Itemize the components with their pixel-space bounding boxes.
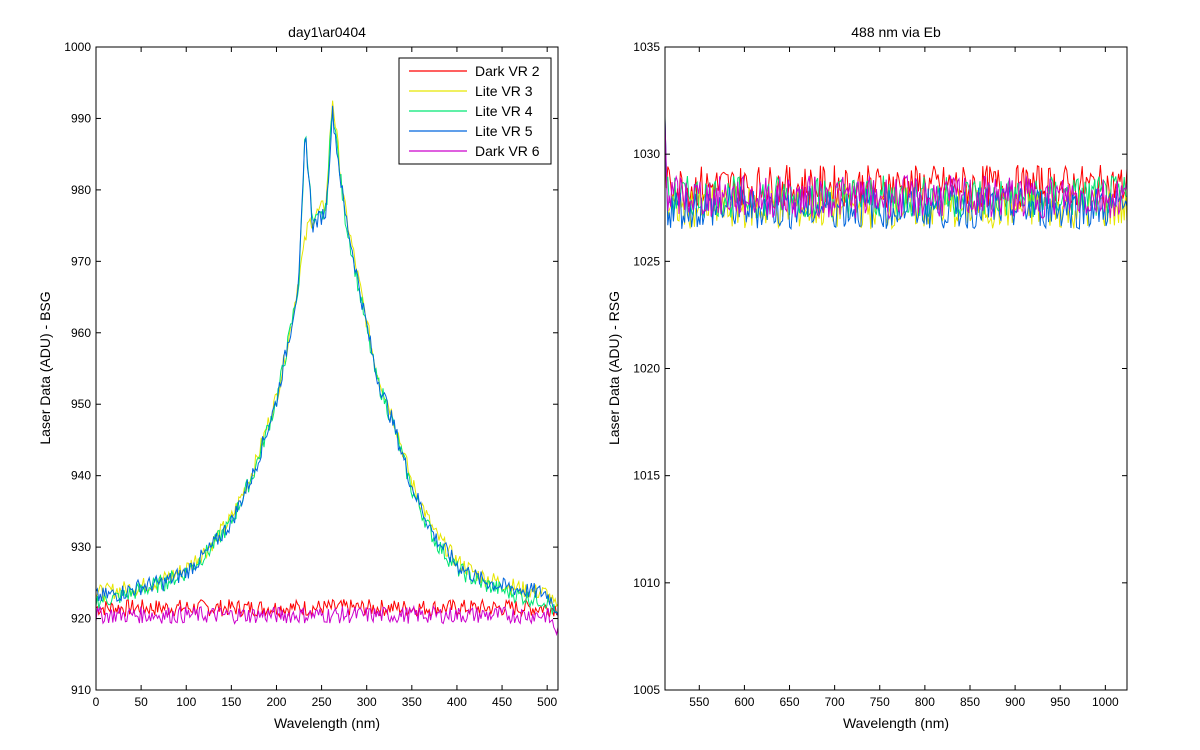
left-chart-y-tick-label: 970 [71,254,91,268]
left-chart-y-tick-label: 1000 [64,40,91,54]
right-chart-x-tick-label: 850 [960,695,980,709]
left-chart-legend: Dark VR 2 Lite VR 3 Lite VR 4 Lite VR 5 Dark… [398,57,552,165]
right-chart-xlabel: Wavelength (nm) [843,715,949,731]
left-chart-series-line [95,100,559,608]
left-chart-x-tick-label: 500 [537,695,557,709]
right-chart-y-tick-label: 1020 [633,362,660,376]
left-chart-x-tick-label: 250 [312,695,332,709]
right-chart-y-tick-label: 1035 [633,40,660,54]
right-chart-x-tick-label: 650 [780,695,800,709]
left-chart-x-tick-label: 50 [134,695,148,709]
right-chart-y-tick-label: 1005 [633,683,660,697]
right-chart-x-tick-label: 700 [825,695,845,709]
left-chart-legend-entry: Lite VR 3 [475,83,533,99]
right-chart-y-tick-label: 1030 [633,147,660,161]
left-chart-y-tick-label: 920 [71,612,91,626]
right-chart-x-tick-label: 750 [870,695,890,709]
right-chart-x-tick-label: 1000 [1092,695,1119,709]
left-chart-legend-entry: Dark VR 6 [475,143,540,159]
right-chart-x-tick-label: 600 [734,695,754,709]
left-chart-y-tick-label: 940 [71,469,91,483]
left-chart-legend-entry: Dark VR 2 [475,63,540,79]
left-chart-legend-entry: Lite VR 5 [475,123,533,139]
left-chart-legend-entry: Lite VR 4 [475,103,533,119]
left-chart-x-tick-label: 450 [492,695,512,709]
left-chart-x-tick-label: 350 [402,695,422,709]
left-chart-y-tick-label: 960 [71,326,91,340]
right-chart-x-tick-label: 550 [689,695,709,709]
right-chart-title: 488 nm via Eb [851,24,941,40]
right-chart-x-tick-label: 800 [915,695,935,709]
left-chart-y-tick-label: 980 [71,183,91,197]
right-chart-plot-area: 550 600 650 700 750 800 850 900 950 1000 1005 1010 1… [633,40,1128,709]
left-chart-x-tick-label: 100 [176,695,196,709]
left-chart: day1\ar0404 Wavelength (nm) Laser Data (… [37,24,559,731]
left-chart-series-line [95,113,559,616]
left-chart-series-line [95,604,559,637]
right-chart-series-line [664,118,1128,221]
right-chart-x-tick-label: 950 [1050,695,1070,709]
left-chart-axes-box [95,46,559,691]
left-chart-plot-area: 0 50 100 150 200 250 300 350 400 450 500 910 920 930 9… [64,40,559,709]
right-chart-y-tick-label: 1010 [633,576,660,590]
left-chart-series-line [95,105,559,617]
left-chart-x-tick-label: 400 [447,695,467,709]
right-chart-y-tick-label: 1025 [633,254,660,268]
right-chart-series-line [664,148,1128,231]
left-chart-title: day1\ar0404 [288,24,366,40]
left-chart-y-tick-label: 910 [71,683,91,697]
right-chart-ylabel: Laser Data (ADU) - RSG [606,291,622,445]
right-chart: 488 nm via Eb Wavelength (nm) Laser Data… [606,24,1128,731]
right-chart-y-tick-label: 1015 [633,469,660,483]
left-chart-ylabel: Laser Data (ADU) - BSG [37,291,53,444]
left-chart-y-tick-label: 930 [71,540,91,554]
left-chart-y-tick-label: 990 [71,111,91,125]
left-chart-x-tick-label: 200 [266,695,286,709]
left-chart-x-tick-label: 150 [221,695,241,709]
right-chart-x-tick-label: 900 [1005,695,1025,709]
left-chart-y-tick-label: 950 [71,397,91,411]
left-chart-xlabel: Wavelength (nm) [274,715,380,731]
left-chart-x-tick-label: 0 [93,695,100,709]
left-chart-x-tick-label: 300 [357,695,377,709]
